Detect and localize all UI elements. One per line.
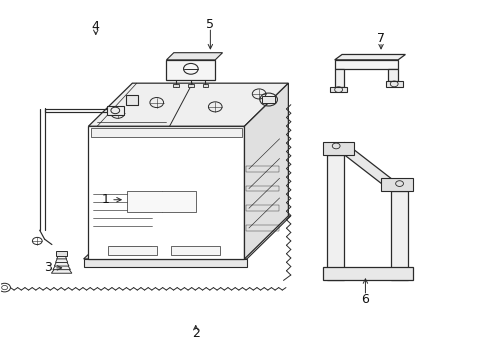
Polygon shape xyxy=(334,60,397,69)
Bar xyxy=(126,95,138,105)
Text: 1: 1 xyxy=(102,193,109,206)
Polygon shape xyxy=(53,265,70,270)
Text: 4: 4 xyxy=(92,20,100,33)
Polygon shape xyxy=(83,216,290,259)
Polygon shape xyxy=(380,178,412,191)
Bar xyxy=(173,84,179,87)
Polygon shape xyxy=(244,83,288,259)
Bar xyxy=(262,96,274,103)
Polygon shape xyxy=(334,69,344,87)
Text: 3: 3 xyxy=(44,261,52,274)
Bar xyxy=(108,246,157,255)
Polygon shape xyxy=(57,255,66,259)
Polygon shape xyxy=(166,53,222,60)
Bar xyxy=(106,106,124,115)
Polygon shape xyxy=(88,126,244,259)
Text: 5: 5 xyxy=(206,18,214,31)
Polygon shape xyxy=(387,69,397,81)
Polygon shape xyxy=(88,83,288,126)
Polygon shape xyxy=(56,258,68,262)
Bar xyxy=(56,251,67,256)
Bar xyxy=(187,84,193,87)
Polygon shape xyxy=(344,142,390,191)
Polygon shape xyxy=(322,267,412,280)
Bar xyxy=(246,225,279,231)
Polygon shape xyxy=(334,54,405,60)
Bar xyxy=(202,84,208,87)
Polygon shape xyxy=(166,60,215,80)
Bar xyxy=(91,128,242,137)
Bar xyxy=(246,186,279,192)
Polygon shape xyxy=(327,155,344,280)
Polygon shape xyxy=(390,191,407,280)
Bar xyxy=(171,246,220,255)
Polygon shape xyxy=(54,262,69,266)
Bar xyxy=(246,166,279,172)
Polygon shape xyxy=(322,142,353,155)
Bar xyxy=(127,191,195,212)
Text: 2: 2 xyxy=(191,327,199,340)
Polygon shape xyxy=(83,259,246,267)
Polygon shape xyxy=(51,269,72,273)
Text: 6: 6 xyxy=(361,293,368,306)
Bar xyxy=(246,206,279,211)
Polygon shape xyxy=(385,81,402,87)
Polygon shape xyxy=(329,87,346,92)
Text: 7: 7 xyxy=(376,32,384,45)
